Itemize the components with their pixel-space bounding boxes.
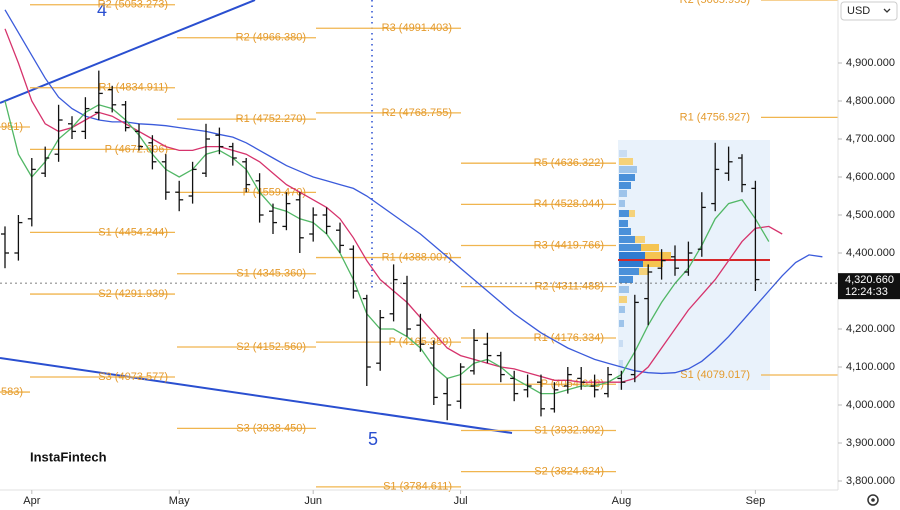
y-tick-label: 4,200.000 [846,323,895,335]
currency-box[interactable] [840,1,898,21]
x-tick-label: May [169,495,190,507]
settings-button[interactable] [867,494,879,506]
chevron[interactable] [883,8,891,13]
x-tick-label: Sep [746,495,766,507]
trend-line [0,357,513,434]
profile-bar [619,306,625,313]
pivot-label: R4 (4528.044) [534,198,604,210]
profile-bar [619,260,643,267]
profile-bar [619,340,623,347]
profile-bar [645,252,671,259]
last-price-label: 4,320.660 [845,274,894,286]
settings-icon[interactable] [867,494,879,506]
pivot-label: S1 (3784.611) [383,481,452,493]
axis-layer: 4,900.000 4,800.000 4,700.000 4,600.000 4,50… [23,57,900,507]
y-tick-label: 4,000.000 [846,399,895,411]
pivot-label: S3 (4073.577) [98,371,168,383]
last-price-box [838,273,900,300]
profile-bar [635,236,645,243]
pivot-label: S2 (4152.560) [236,341,306,353]
pivot-label: R2 (4768.755) [382,107,452,119]
currency-select[interactable]: USD [840,1,898,21]
profile-bar [639,268,649,275]
pivot-label: P (4559.470) [243,186,306,198]
pivot-label: S1 (3932.902) [534,424,604,436]
y-tick-label: 3,900.000 [846,437,895,449]
pivot-label: S2 (4291.939) [98,288,168,300]
pivot-layer: 951)583)R2 (5053.273)R1 (4834.911)P (467… [0,0,838,493]
last-time-label: 12:24:33 [845,286,888,298]
y-tick-label: 4,900.000 [846,57,895,69]
profile-bar [619,286,629,293]
profile-bar [619,210,629,217]
pivot-label: R1 (4834.911) [98,82,168,94]
ma-line [4,100,770,395]
pivot-label: P (4672.606) [105,143,168,155]
settings-icon-dot[interactable] [871,498,875,502]
profile-bar [619,158,633,165]
pivot-label: R1 (4756.927) [680,111,750,123]
pivot-label: S1 (4345.360) [236,268,306,280]
y-tick-label: 4,400.000 [846,247,895,259]
price-axis-panel [838,0,900,510]
x-tick-label: Jul [454,495,468,507]
profile-bar [619,296,627,303]
profile-bar [619,200,625,207]
profile-bar [619,268,639,275]
pivot-label: S2 (3824.624) [534,466,604,478]
y-tick-label: 4,800.000 [846,95,895,107]
profile-bar [619,182,631,189]
profile-bar [619,228,631,235]
profile-bar [619,220,628,227]
profile-bar [619,166,637,173]
y-tick-label: 4,500.000 [846,209,895,221]
y-tick-label: 4,700.000 [846,133,895,145]
pivot-label: R3 (4991.403) [382,22,452,34]
profile-bar [629,210,635,217]
pivot-label: S1 (4454.244) [98,226,168,238]
pivot-label: R2 (4966.380) [236,32,306,44]
x-tick-label: Apr [23,495,40,507]
profile-bar [619,244,641,251]
y-tick-label: 4,600.000 [846,171,895,183]
volume-profile [618,150,770,367]
profile-bar [643,260,663,267]
profile-bar [619,276,633,283]
y-tick-label: 4,100.000 [846,361,895,373]
pivot-label: S1 (4079.017) [680,369,750,381]
profile-bar [619,252,645,259]
x-tick-label: Aug [612,495,632,507]
pivot-label: S3 (3938.450) [236,422,306,434]
pivot-label: R1 (4176.334) [534,332,604,344]
pivot-label: R1 (4388.007) [382,251,452,263]
y-tick-label: 3,800.000 [846,475,895,487]
profile-bar [619,174,635,181]
profile-bar [619,190,627,197]
pivot-label: R3 (4419.766) [534,239,604,251]
wave-label: 5 [368,429,378,449]
ma-line [4,9,823,375]
wave-label: 4 [97,0,107,20]
pivot-label: 583) [1,386,23,398]
profile-bar [619,360,623,367]
profile-bar [619,320,624,327]
pivot-label: R1 (4752.270) [236,113,306,125]
pivot-label: R2 (5065.953) [680,0,750,6]
pivot-label: P (4054.618) [541,378,604,390]
profile-bar [619,236,635,243]
x-tick-label: Jun [304,495,322,507]
currency-label[interactable]: USD [847,5,870,17]
profile-bar [641,244,659,251]
trend-line [0,0,256,104]
profile-bar [619,150,627,157]
plot-layer: 4 5 [0,0,770,449]
pivot-label: R2 (4311.488) [534,281,604,293]
pivot-label: R5 (4636.322) [534,157,604,169]
watermark: InstaFintech [30,449,107,464]
pivot-label: R2 (5053.273) [98,0,168,11]
mark-layer [0,9,838,421]
